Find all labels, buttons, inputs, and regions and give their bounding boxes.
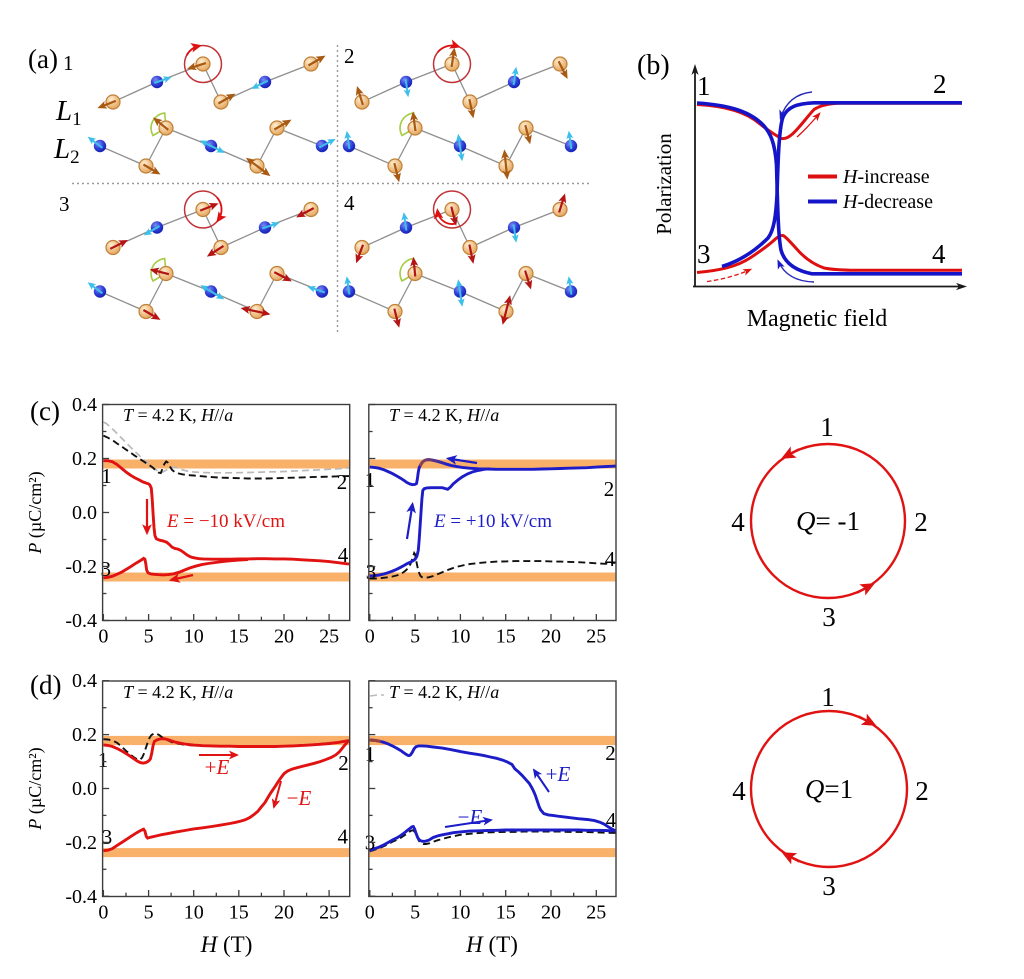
svg-text:4: 4 [606,808,617,832]
svg-text:10: 10 [184,902,204,924]
svg-text:E = −10 kV/cm: E = −10 kV/cm [166,511,285,532]
svg-text:4: 4 [731,507,745,537]
svg-text:20: 20 [541,902,561,924]
svg-text:T = 4.2 K, H//a: T = 4.2 K, H//a [123,405,233,425]
svg-text:T = 4.2 K, H//a: T = 4.2 K, H//a [389,405,499,425]
svg-text:1: 1 [821,682,835,712]
svg-text:1: 1 [63,51,74,75]
svg-text:-0.4: -0.4 [65,610,97,632]
svg-text:(b): (b) [637,50,670,81]
svg-text:25: 25 [319,626,339,648]
svg-text:−E: −E [458,805,483,829]
svg-text:Q=1: Q=1 [805,774,853,804]
svg-text:15: 15 [496,902,516,924]
svg-text:H-decrease: H-decrease [842,191,933,213]
svg-text:0: 0 [365,902,375,924]
svg-text:20: 20 [274,626,294,648]
svg-text:2: 2 [344,44,355,68]
svg-text:15: 15 [229,902,249,924]
svg-text:0.4: 0.4 [72,670,97,692]
svg-text:-0.2: -0.2 [65,556,97,578]
svg-text:4: 4 [337,825,348,849]
svg-text:T = 4.2 K, H//a: T = 4.2 K, H//a [123,682,233,702]
svg-text:-0.4: -0.4 [65,886,97,908]
svg-text:0: 0 [98,626,108,648]
svg-text:H-increase: H-increase [842,166,930,188]
svg-text:3: 3 [59,192,70,216]
svg-text:E = +10 kV/cm: E = +10 kV/cm [433,511,552,532]
svg-text:0: 0 [98,902,108,924]
svg-text:(d): (d) [30,670,61,700]
svg-text:(a): (a) [28,44,58,74]
svg-text:H (T): H (T) [465,932,518,957]
svg-text:20: 20 [274,902,294,924]
svg-text:(c): (c) [30,396,60,426]
svg-text:−E: −E [287,786,312,810]
svg-text:0.0: 0.0 [72,502,97,524]
svg-text:4: 4 [732,776,746,806]
svg-text:5: 5 [144,626,154,648]
svg-text:0.2: 0.2 [72,724,97,746]
svg-text:2: 2 [914,507,928,537]
svg-text:25: 25 [586,902,606,924]
svg-text:Polarization: Polarization [652,133,676,235]
svg-text:15: 15 [496,626,516,648]
svg-text:15: 15 [229,626,249,648]
svg-text:H (T): H (T) [200,932,253,957]
svg-text:P (µC/cm²): P (µC/cm²) [25,747,46,830]
svg-text:1: 1 [365,468,376,492]
svg-text:+E: +E [205,755,230,779]
svg-text:3: 3 [102,825,113,849]
svg-text:4: 4 [605,547,616,571]
svg-text:2: 2 [604,477,615,501]
svg-text:5: 5 [410,902,420,924]
svg-text:2: 2 [605,741,616,765]
svg-text:4: 4 [338,543,349,567]
svg-text:20: 20 [541,626,561,648]
svg-text:10: 10 [184,626,204,648]
svg-text:0.0: 0.0 [72,778,97,800]
svg-text:5: 5 [144,902,154,924]
svg-text:2: 2 [915,776,929,806]
svg-text:1: 1 [697,71,711,101]
svg-text:2: 2 [338,751,349,775]
svg-text:1: 1 [820,412,834,442]
svg-text:1: 1 [101,464,112,488]
svg-text:4: 4 [344,191,355,215]
svg-text:P (µC/cm²): P (µC/cm²) [25,471,46,554]
svg-text:25: 25 [319,902,339,924]
svg-text:Magnetic field: Magnetic field [747,306,888,332]
svg-text:3: 3 [100,557,111,581]
svg-text:0: 0 [365,626,375,648]
svg-text:4: 4 [932,239,946,269]
svg-text:3: 3 [697,239,711,269]
svg-text:3: 3 [822,602,836,632]
svg-text:1: 1 [365,742,376,766]
svg-text:+E: +E [546,762,571,786]
svg-text:Q= -1: Q= -1 [796,506,860,536]
svg-text:0.4: 0.4 [72,394,97,416]
svg-text:25: 25 [586,626,606,648]
svg-text:5: 5 [410,626,420,648]
svg-text:-0.2: -0.2 [65,832,97,854]
svg-text:10: 10 [450,626,470,648]
svg-text:3: 3 [366,560,377,584]
svg-text:2: 2 [933,69,947,99]
svg-text:3: 3 [822,871,836,901]
svg-text:T = 4.2 K, H//a: T = 4.2 K, H//a [389,682,499,702]
svg-text:0.2: 0.2 [72,448,97,470]
svg-text:2: 2 [337,470,348,494]
svg-text:10: 10 [450,902,470,924]
